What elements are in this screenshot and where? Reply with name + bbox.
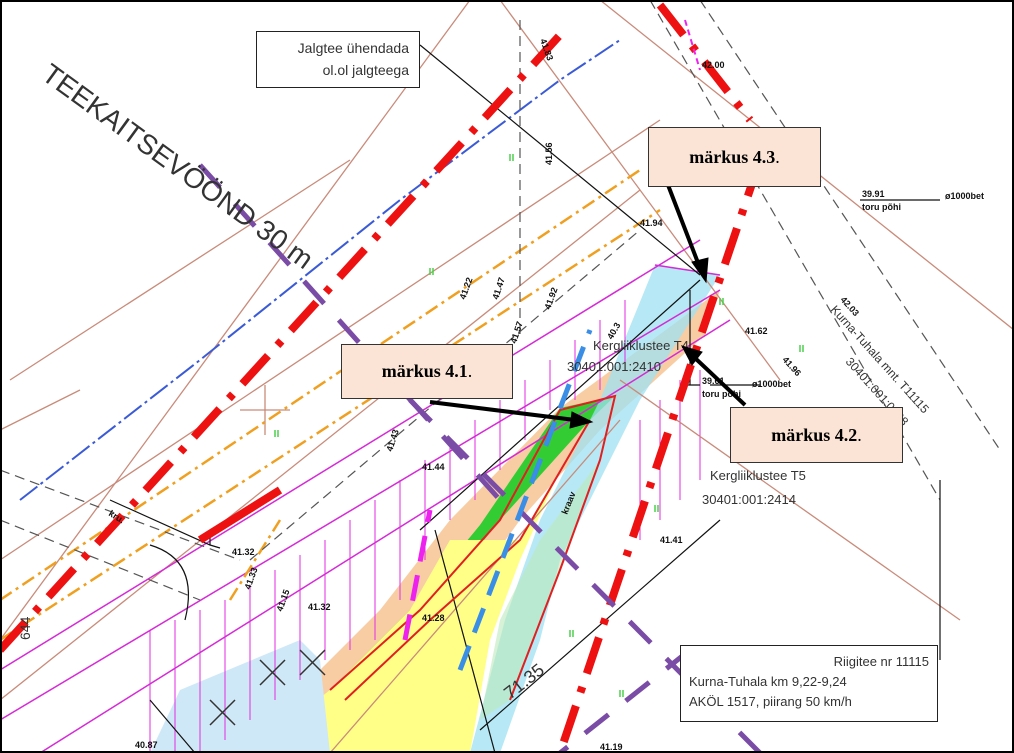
green-parcel	[480, 460, 600, 720]
pipe-diameter: ø1000bet	[752, 379, 791, 389]
elevation: 41.41	[660, 535, 683, 545]
blue-dash-line	[457, 329, 593, 671]
elevation: 41.33	[242, 566, 259, 591]
callout-markus-4-3: märkus 4.3.	[648, 127, 821, 187]
elevation: 41.28	[422, 613, 445, 623]
path-outline	[329, 394, 617, 701]
callout-text: märkus 4.2	[771, 424, 858, 445]
elevation: 41.57	[508, 320, 524, 345]
callout-arrows	[429, 184, 747, 429]
red-road-segment	[197, 486, 283, 544]
elevation: 41.19	[600, 742, 623, 752]
callout-suffix: .	[857, 424, 862, 445]
info-line: AKÖL 1517, piirang 50 km/h	[689, 694, 852, 709]
parcel-code: 30401:001:2414	[702, 492, 796, 507]
elevation: 41.32	[308, 602, 331, 612]
callout-suffix: .	[775, 146, 780, 167]
magenta-dash-line	[402, 509, 433, 641]
boundary-lines	[0, 239, 731, 753]
blue-utility-line	[19, 39, 621, 501]
road-info-box: Riigitee nr 11115 Kurna-Tuhala km 9,22-9…	[680, 645, 938, 722]
pipe-level: 39.61	[702, 376, 725, 386]
elevation: 41.47	[490, 276, 506, 301]
elevation: 41.92	[542, 286, 559, 311]
pipe-diameter: ø1000bet	[945, 191, 984, 201]
parcel-name: Kergliiklustee T5	[710, 468, 806, 483]
tree-marks	[209, 649, 326, 726]
grass-marks	[274, 154, 804, 697]
elevation: 40.87	[135, 740, 158, 750]
purple-dashed-lines	[198, 163, 762, 753]
side-label: 644	[17, 616, 33, 640]
lightblue-area	[150, 640, 330, 753]
callout-text: märkus 4.3	[689, 146, 776, 167]
callout-markus-4-2: märkus 4.2.	[730, 407, 903, 463]
pipe-level: 39.91	[862, 189, 885, 199]
elevation: 41.22	[457, 276, 474, 301]
elevation: 41.44	[422, 462, 445, 472]
info-line: Riigitee nr 11115	[833, 654, 929, 669]
parcel-name: Kergliiklustee T4	[593, 338, 689, 353]
red-road-lines	[0, 2, 764, 753]
elevation: 41.96	[781, 355, 804, 378]
hatch-lines	[149, 300, 701, 753]
callout-text: märkus 4.1	[381, 361, 468, 381]
elevation: 41.94	[640, 218, 663, 228]
info-line: Kurna-Tuhala km 9,22-9,24	[689, 674, 847, 689]
pipe-note: toru põhi	[862, 202, 901, 212]
callout-suffix: .	[467, 361, 473, 381]
parcel-code: 30401:001:2410	[567, 359, 661, 374]
elevation: 41.56	[544, 142, 554, 165]
elevation: 42.00	[702, 60, 725, 70]
elevation: 41.15	[274, 588, 291, 613]
callout-markus-4-1: märkus 4.1.	[341, 344, 513, 399]
elevation: 41.62	[745, 326, 768, 336]
zone-label: TEEKAITSEVÖÖND 30 m	[36, 58, 319, 275]
magenta-dash-line-2	[684, 19, 701, 71]
note-line: Jalgtee ühendada	[297, 40, 409, 56]
note-line: ol.ol jalgteega	[322, 62, 409, 78]
elevation: 41.32	[232, 547, 255, 557]
pipe-note: toru põhi	[702, 389, 741, 399]
note-box: Jalgtee ühendada ol.ol jalgteega	[256, 31, 420, 88]
